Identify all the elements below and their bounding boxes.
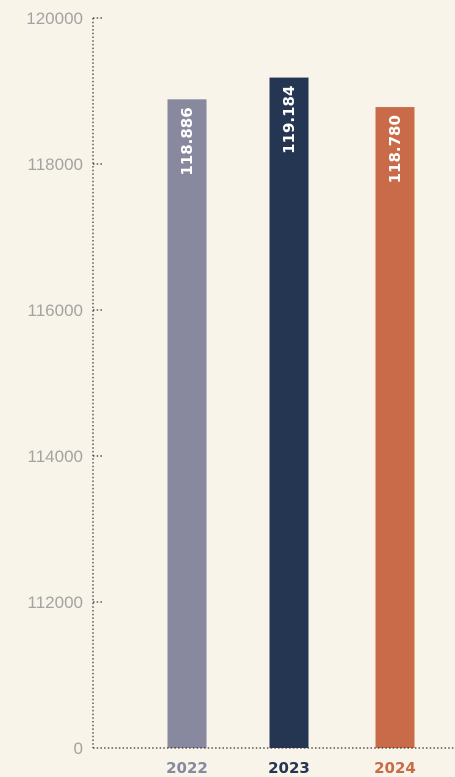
labels-layer: 0 112000 114000 116000 118000 120000 118.886 20… <box>26 9 416 777</box>
category-label-2024: 2024 <box>374 759 416 777</box>
value-label-2023: 119.184 <box>280 86 298 154</box>
value-label-2024: 118.780 <box>386 115 404 183</box>
axes-layer <box>92 17 455 749</box>
y-tick-label: 120000 <box>26 9 83 28</box>
value-label-2022: 118.886 <box>178 107 196 175</box>
bar-2024 <box>375 107 415 748</box>
category-label-2023: 2023 <box>268 759 310 777</box>
bar-2023 <box>269 77 309 749</box>
category-label-2022: 2022 <box>166 759 208 777</box>
y-tick-label: 114000 <box>28 447 83 466</box>
y-tick-label: 112000 <box>28 593 83 612</box>
y-tick-label: 118000 <box>28 155 83 174</box>
y-tick-label: 0 <box>74 739 83 758</box>
bars-layer <box>167 77 415 749</box>
bar-2022 <box>167 99 207 748</box>
y-tick-label: 116000 <box>28 301 83 320</box>
